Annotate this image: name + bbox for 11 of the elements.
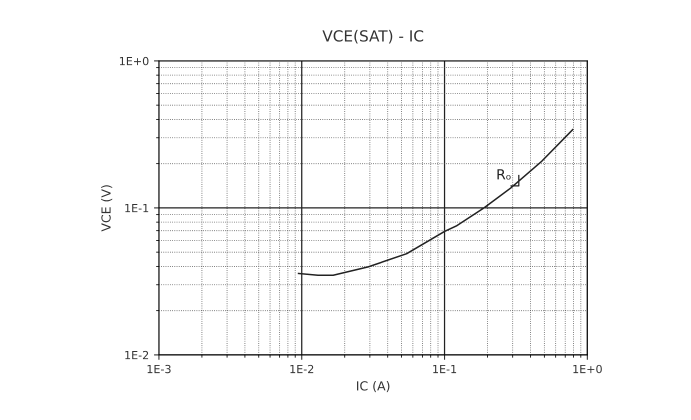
x-tick-label: 1E-3 [148,364,171,374]
y-tick-label: 1E+0 [120,56,148,66]
y-tick-label: 1E-1 [125,204,148,212]
y-axis-title: VCE (V) [101,185,112,232]
x-axis-title: IC (A) [357,380,390,392]
x-tick-label: 1E-2 [290,364,314,374]
x-tick-label: 1E-1 [433,364,456,374]
x-tick-label: 1E+0 [573,364,602,374]
chart-title: VCE(SAT) - IC [322,30,424,44]
y-tick-label: 1E-2 [125,350,148,360]
annotation: Rₒ [497,169,511,180]
